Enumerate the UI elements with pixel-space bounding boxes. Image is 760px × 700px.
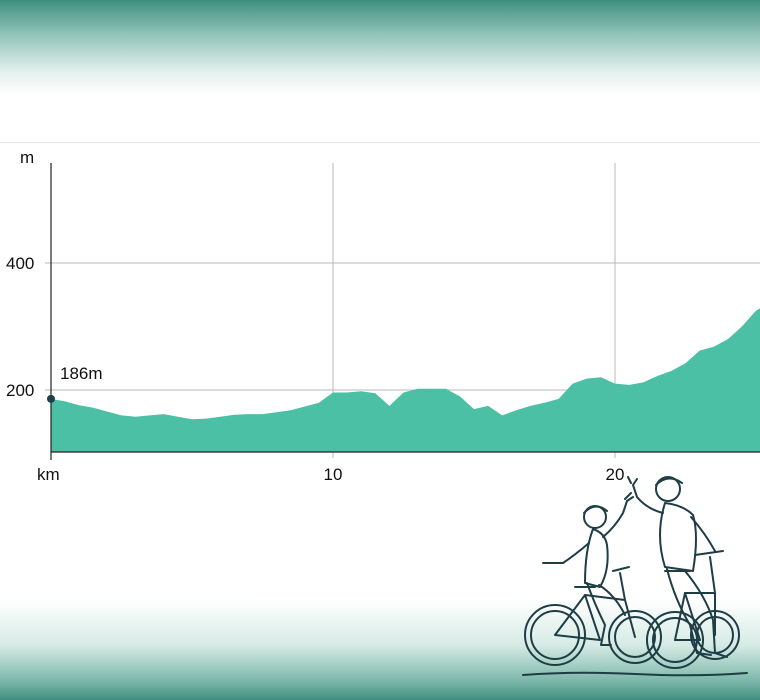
cyclists-high-five-illustration [522,476,748,677]
y-axis-unit-label: m [20,148,34,167]
y-tick-label-200: 200 [6,381,34,400]
elevation-area [51,308,760,452]
tick-labels: 200 400 10 20 [6,254,624,484]
top-gradient-band [0,0,760,95]
adult-bike-rear-wheel [646,611,704,669]
x-tick-label-10: 10 [324,465,343,484]
x-tick-label-20: 20 [606,465,625,484]
start-point-marker [47,394,55,403]
header-divider [0,142,760,143]
x-axis-unit-label: km [37,465,60,484]
child-bike-rear-wheel [524,604,586,666]
start-elevation-label: 186m [60,364,103,383]
child-bike-front-wheel [608,610,662,664]
adult-helmet [655,476,681,502]
y-tick-label-400: 400 [6,254,34,273]
